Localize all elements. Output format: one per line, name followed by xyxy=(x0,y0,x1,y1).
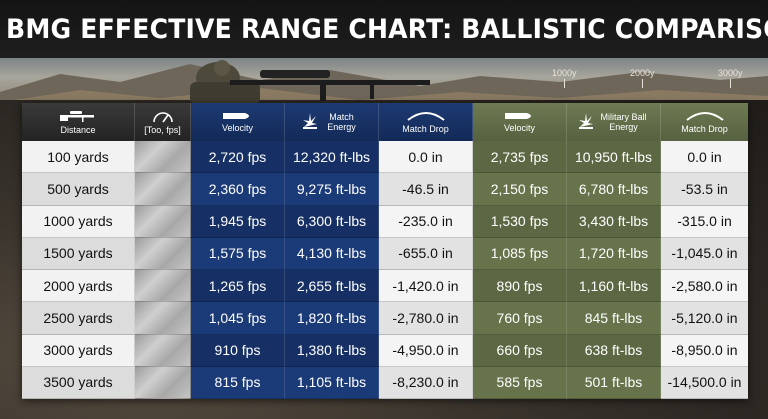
cell-match-energy: 1,820 ft-lbs xyxy=(285,302,379,335)
cell-match-energy: 6,300 ft-lbs xyxy=(285,205,379,238)
cell-match-velocity: 815 fps xyxy=(191,366,285,399)
cell-match-velocity: 1,265 fps xyxy=(191,270,285,303)
trajectory-icon xyxy=(685,112,724,121)
cell-ball-velocity: 660 fps xyxy=(473,334,567,367)
cell-ball-drop: -5,120.0 in xyxy=(661,302,748,335)
ballistic-table: Distance [Too, fps] Velocity Match Energ… xyxy=(22,103,748,399)
range-mark-1000: 1000y xyxy=(552,68,577,88)
cell-ball-velocity: 2,735 fps xyxy=(473,141,567,174)
trajectory-icon xyxy=(406,112,445,121)
cell-distance: 2500 yards xyxy=(22,302,135,335)
cell-ball-velocity: 585 fps xyxy=(473,366,567,399)
cell-ball-velocity: 1,530 fps xyxy=(473,205,567,238)
cell-match-drop: -1,420.0 in xyxy=(379,270,473,303)
bullet-icon xyxy=(504,113,531,119)
range-mark-2000: 2000y xyxy=(630,68,655,88)
cell-ball-drop: 0.0 in xyxy=(661,141,748,174)
cell-ball-drop: -14,500.0 in xyxy=(661,366,748,399)
cell-ball-energy: 638 ft-lbs xyxy=(567,334,661,367)
cell-match-velocity: 2,720 fps xyxy=(191,141,285,174)
cell-distance: 100 yards xyxy=(22,141,135,174)
cell-distance: 1000 yards xyxy=(22,205,135,238)
header-distance: Distance xyxy=(22,103,135,141)
cell-match-velocity: 1,045 fps xyxy=(191,302,285,335)
header-match-velocity: Velocity xyxy=(191,103,285,141)
cell-ball-velocity: 2,150 fps xyxy=(473,173,567,206)
impact-icon xyxy=(302,113,317,129)
cell-distance: 1500 yards xyxy=(22,237,135,270)
cell-match-velocity: 1,575 fps xyxy=(191,237,285,270)
gauge-icon xyxy=(152,112,173,123)
cell-match-drop: -235.0 in xyxy=(379,205,473,238)
header-ball-drop: Match Drop xyxy=(661,103,748,141)
cell-match-drop: -46.5 in xyxy=(379,173,473,206)
cell-gauge xyxy=(135,141,191,174)
cell-match-drop: -8,230.0 in xyxy=(379,366,473,399)
cell-distance: 3000 yards xyxy=(22,334,135,367)
cell-ball-drop: -53.5 in xyxy=(661,173,748,206)
cell-gauge xyxy=(135,302,191,335)
cell-match-drop: -4,950.0 in xyxy=(379,334,473,367)
cell-match-velocity: 910 fps xyxy=(191,334,285,367)
cell-distance: 3500 yards xyxy=(22,366,135,399)
cell-match-energy: 9,275 ft-lbs xyxy=(285,173,379,206)
cell-match-velocity: 2,360 fps xyxy=(191,173,285,206)
cell-gauge xyxy=(135,205,191,238)
cell-gauge xyxy=(135,270,191,303)
cell-match-velocity: 1,945 fps xyxy=(191,205,285,238)
cell-distance: 500 yards xyxy=(22,173,135,206)
cell-match-drop: -655.0 in xyxy=(379,237,473,270)
cell-ball-velocity: 890 fps xyxy=(473,270,567,303)
cell-match-energy: 4,130 ft-lbs xyxy=(285,237,379,270)
cell-ball-energy: 3,430 ft-lbs xyxy=(567,205,661,238)
cell-match-energy: 2,655 ft-lbs xyxy=(285,270,379,303)
cell-distance: 2000 yards xyxy=(22,270,135,303)
header-gauge: [Too, fps] xyxy=(135,103,191,141)
cell-gauge xyxy=(135,366,191,399)
cell-match-drop: -2,780.0 in xyxy=(379,302,473,335)
impact-icon xyxy=(578,113,593,129)
cell-ball-energy: 10,950 ft-lbs xyxy=(567,141,661,174)
cell-ball-energy: 845 ft-lbs xyxy=(567,302,661,335)
cell-ball-energy: 1,720 ft-lbs xyxy=(567,237,661,270)
cell-match-energy: 1,380 ft-lbs xyxy=(285,334,379,367)
header-ball-velocity: Velocity xyxy=(473,103,567,141)
cell-ball-velocity: 1,085 fps xyxy=(473,237,567,270)
title-bar: 50 BMG EFFECTIVE RANGE CHART: BALLISTIC … xyxy=(0,0,768,58)
sniper-scene-image xyxy=(190,60,430,104)
header-ball-energy: Military Ball Energy xyxy=(567,103,661,141)
cell-match-energy: 1,105 ft-lbs xyxy=(285,366,379,399)
header-match-energy: Match Energy xyxy=(285,103,379,141)
cell-ball-energy: 1,160 ft-lbs xyxy=(567,270,661,303)
cell-ball-energy: 501 ft-lbs xyxy=(567,366,661,399)
cell-ball-drop: -315.0 in xyxy=(661,205,748,238)
cell-match-drop: 0.0 in xyxy=(379,141,473,174)
page-title: 50 BMG EFFECTIVE RANGE CHART: BALLISTIC … xyxy=(0,13,768,45)
cell-gauge xyxy=(135,237,191,270)
cell-ball-drop: -8,950.0 in xyxy=(661,334,748,367)
cell-ball-velocity: 760 fps xyxy=(473,302,567,335)
cell-ball-drop: -1,045.0 in xyxy=(661,237,748,270)
cell-ball-energy: 6,780 ft-lbs xyxy=(567,173,661,206)
cell-gauge xyxy=(135,334,191,367)
rifle-icon xyxy=(60,111,94,122)
bullet-icon xyxy=(222,113,249,119)
header-match-drop: Match Drop xyxy=(379,103,473,141)
cell-ball-drop: -2,580.0 in xyxy=(661,270,748,303)
range-mark-3000: 3000y xyxy=(718,68,743,88)
cell-gauge xyxy=(135,173,191,206)
cell-match-energy: 12,320 ft-lbs xyxy=(285,141,379,174)
